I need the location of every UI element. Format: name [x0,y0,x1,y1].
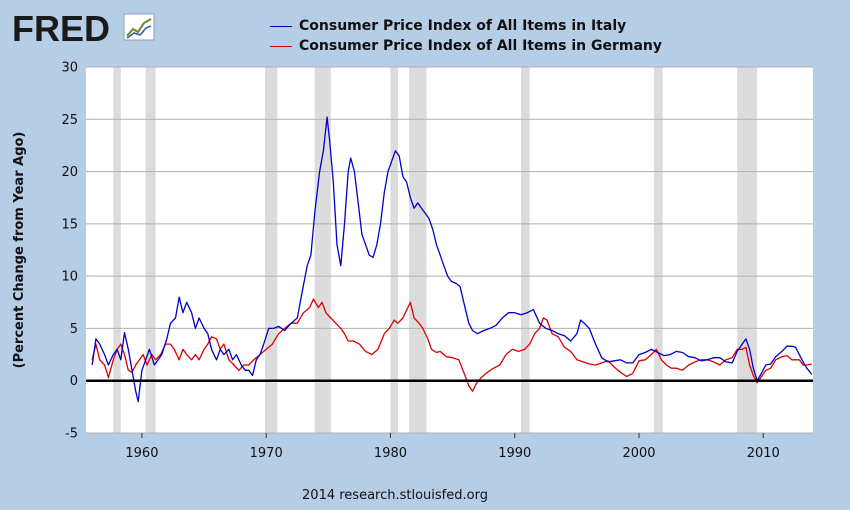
fred-logo: FRED [12,8,155,48]
y-axis-label: (Percent Change from Year Ago) [12,132,27,369]
series-layer [86,116,813,403]
legend-swatch-germany [270,45,292,47]
recession-band-5 [409,67,427,433]
series-line-germany [91,298,812,392]
chart-legend: Consumer Price Index of All Items in Ita… [270,16,662,56]
x-tick-label: 2000 [622,446,655,461]
x-tick-labels: 1960 1970 1980 1990 2000 2010 [125,433,780,461]
recession-band-4 [390,67,398,433]
x-tick-label: 1990 [498,446,531,461]
y-tick-label: 25 [61,113,78,128]
recession-band-0 [113,67,121,433]
series-line-italy [91,116,813,403]
recession-band-2 [264,67,278,433]
recession-band-1 [145,67,156,433]
y-tick-label: 15 [61,217,78,232]
y-tick-labels: 30 25 20 15 10 5 0 -5 [61,61,78,442]
x-tick-label: 1980 [374,446,407,461]
recession-band-7 [653,67,663,433]
footer-source: 2014 research.stlouisfed.org [302,488,488,503]
legend-item-germany: Consumer Price Index of All Items in Ger… [270,36,662,56]
x-tick-label: 2010 [747,446,780,461]
y-tick-label: 0 [70,374,78,389]
y-tick-label: 10 [61,270,78,285]
legend-swatch-italy [270,25,292,27]
grid-lines [86,66,813,434]
y-tick-label: 30 [61,61,78,76]
recession-bands [113,67,758,433]
x-tick-label: 1970 [250,446,283,461]
legend-label-germany: Consumer Price Index of All Items in Ger… [299,38,662,54]
recession-band-3 [314,67,331,433]
recession-band-8 [737,67,758,433]
fred-wordmark: FRED [12,8,110,48]
legend-item-italy: Consumer Price Index of All Items in Ita… [270,16,662,36]
line-chart-icon [123,13,155,41]
recession-band-6 [520,67,530,433]
x-tick-label: 1960 [125,446,158,461]
y-tick-label: 5 [70,322,78,337]
plot-area [86,67,813,433]
y-tick-label: -5 [65,427,78,442]
legend-label-italy: Consumer Price Index of All Items in Ita… [299,18,627,34]
y-tick-label: 20 [61,165,78,180]
